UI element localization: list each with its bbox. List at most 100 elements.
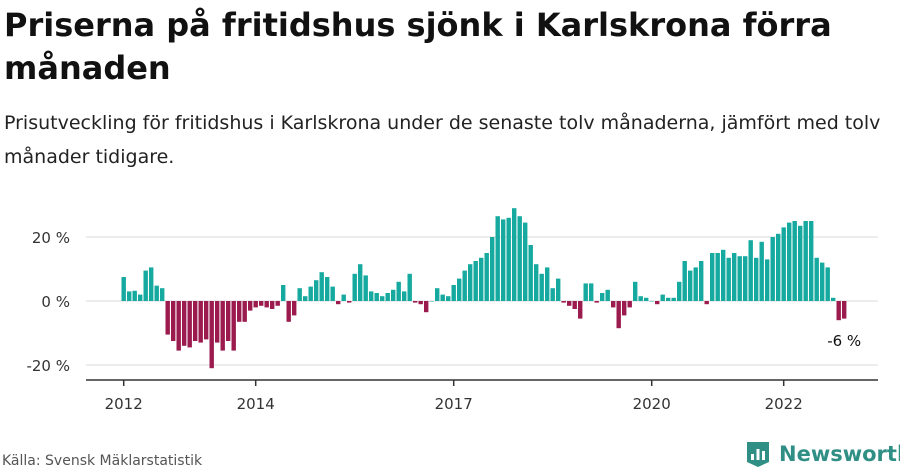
bar [627, 301, 632, 308]
bar [297, 288, 302, 301]
bar [237, 301, 242, 322]
bar [209, 301, 214, 369]
bar [820, 262, 825, 301]
bar [528, 245, 533, 301]
bar [743, 256, 748, 301]
bar [231, 301, 236, 351]
bar [721, 249, 726, 301]
bar [517, 216, 522, 301]
bar [693, 267, 698, 301]
bar [699, 261, 704, 301]
bar [429, 301, 434, 302]
bar [402, 291, 407, 301]
bar [809, 221, 814, 301]
bar [732, 253, 737, 301]
bar [682, 261, 687, 301]
bar [330, 286, 335, 301]
bar [352, 273, 357, 301]
x-tick-label: 2012 [105, 395, 143, 413]
bar [132, 290, 137, 301]
bar [424, 301, 429, 313]
brand-logo: Newsworthy [745, 440, 900, 468]
bar [165, 301, 170, 335]
brand-name: Newsworthy [779, 442, 900, 466]
bar [479, 257, 484, 301]
bar [842, 301, 847, 319]
source-note: Källa: Svensk Mäklarstatistik [2, 453, 203, 469]
bar [660, 294, 665, 301]
bar [583, 283, 588, 301]
bar [798, 225, 803, 301]
bar [765, 259, 770, 301]
newsworthy-logo-icon [747, 442, 769, 467]
y-tick-label: -20 % [26, 357, 70, 375]
bar [655, 301, 660, 305]
bar [622, 301, 627, 316]
bar [121, 277, 126, 301]
bar [385, 293, 390, 301]
bar [754, 257, 759, 301]
bar [506, 217, 511, 301]
bar [440, 294, 445, 301]
bar [726, 257, 731, 301]
bar [264, 301, 269, 308]
bar [270, 301, 275, 309]
bar [215, 301, 220, 343]
bar [226, 301, 231, 341]
bar [286, 301, 291, 322]
bar [374, 293, 379, 301]
bar [688, 270, 693, 301]
bar [748, 240, 753, 301]
bar [776, 233, 781, 301]
bar [638, 296, 643, 301]
bar [787, 222, 792, 301]
bar [182, 301, 187, 346]
bar [545, 267, 550, 301]
bar [171, 301, 176, 341]
bar [446, 296, 451, 301]
bar [770, 237, 775, 301]
bar [501, 219, 506, 301]
bar [369, 291, 374, 301]
bar [319, 272, 324, 301]
bar [451, 285, 456, 301]
y-tick-label: 0 % [41, 293, 70, 311]
bar [396, 281, 401, 301]
bar [143, 270, 148, 301]
bar [484, 253, 489, 301]
bar [512, 208, 517, 301]
bar [407, 273, 412, 301]
bar [160, 288, 165, 301]
bar [671, 297, 676, 301]
bar [435, 288, 440, 301]
bar [556, 278, 561, 301]
bar [198, 301, 203, 343]
bar [303, 296, 308, 301]
bar [462, 270, 467, 301]
bar [248, 301, 253, 311]
bar [259, 301, 264, 306]
x-tick-label: 2014 [237, 395, 275, 413]
bar [495, 216, 500, 301]
bar [154, 285, 159, 301]
bar [358, 264, 363, 301]
bar [578, 301, 583, 319]
bar [759, 241, 764, 301]
bar [644, 297, 649, 301]
bar [715, 253, 720, 301]
bar [281, 285, 286, 301]
bar [589, 283, 594, 301]
bar [457, 278, 462, 301]
chart-subtitle: Prisutveckling för fritidshus i Karlskro… [4, 112, 881, 168]
bar [193, 301, 198, 341]
bar [314, 280, 319, 301]
bar [308, 286, 313, 301]
bar [187, 301, 192, 348]
bar [594, 301, 599, 303]
bar [176, 301, 181, 351]
bar [600, 293, 605, 301]
bar [831, 297, 836, 301]
bar [341, 294, 346, 301]
bar [523, 222, 528, 301]
